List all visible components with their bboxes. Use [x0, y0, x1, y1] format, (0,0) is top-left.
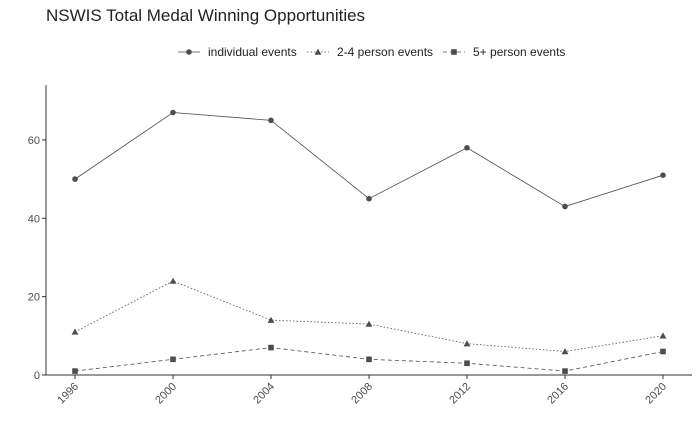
data-point	[72, 176, 78, 182]
x-tick-label: 2012	[447, 381, 473, 407]
data-point	[561, 348, 569, 355]
data-point	[268, 117, 274, 124]
data-point	[366, 356, 372, 363]
legend-label: 2-4 person events	[337, 45, 433, 59]
legend-item: 5+ person events	[443, 45, 565, 59]
data-point	[169, 277, 177, 284]
chart-title: NSWIS Total Medal Winning Opportunities	[46, 6, 366, 25]
legend-label: individual events	[208, 45, 297, 59]
data-point	[562, 203, 568, 210]
data-point	[72, 368, 78, 374]
y-tick-label: 60	[28, 135, 40, 147]
legend-item: 2-4 person events	[307, 45, 433, 59]
data-point	[463, 340, 471, 347]
x-tick-label: 2008	[349, 381, 375, 407]
y-tick-label: 40	[28, 213, 40, 225]
axes: 0 20 40 60 1996 2000 2004 2008 2012 2016 2020	[28, 85, 692, 406]
plot-area	[71, 109, 667, 374]
data-point	[268, 344, 274, 351]
x-tick-label: 2004	[251, 381, 277, 407]
x-tick-label: 2020	[643, 381, 669, 407]
x-tick-label: 1996	[55, 381, 81, 407]
data-point	[366, 195, 372, 202]
series-line	[74, 112, 664, 207]
data-point	[267, 316, 275, 323]
y-tick-label: 20	[28, 292, 40, 304]
data-point	[464, 360, 470, 367]
legend-marker	[186, 49, 192, 55]
x-tick-label: 2000	[153, 381, 179, 407]
legend-label: 5+ person events	[473, 45, 565, 59]
data-point	[660, 172, 666, 178]
series-triangle	[71, 277, 667, 355]
legend-item: individual events	[178, 45, 297, 59]
legend: individual events 2-4 person events 5+ per…	[178, 45, 565, 59]
data-point	[170, 356, 176, 363]
legend-marker	[451, 49, 457, 55]
series-circle	[72, 109, 666, 210]
data-point	[659, 332, 667, 339]
data-point	[365, 320, 373, 327]
data-point	[71, 328, 79, 335]
data-point	[464, 144, 470, 151]
series-line	[74, 280, 664, 352]
data-point	[170, 109, 176, 116]
y-tick-label: 0	[34, 370, 40, 382]
series-square	[72, 344, 666, 374]
data-point	[562, 368, 568, 374]
data-point	[660, 348, 666, 355]
x-tick-label: 2016	[545, 381, 571, 407]
legend-marker	[314, 48, 322, 55]
